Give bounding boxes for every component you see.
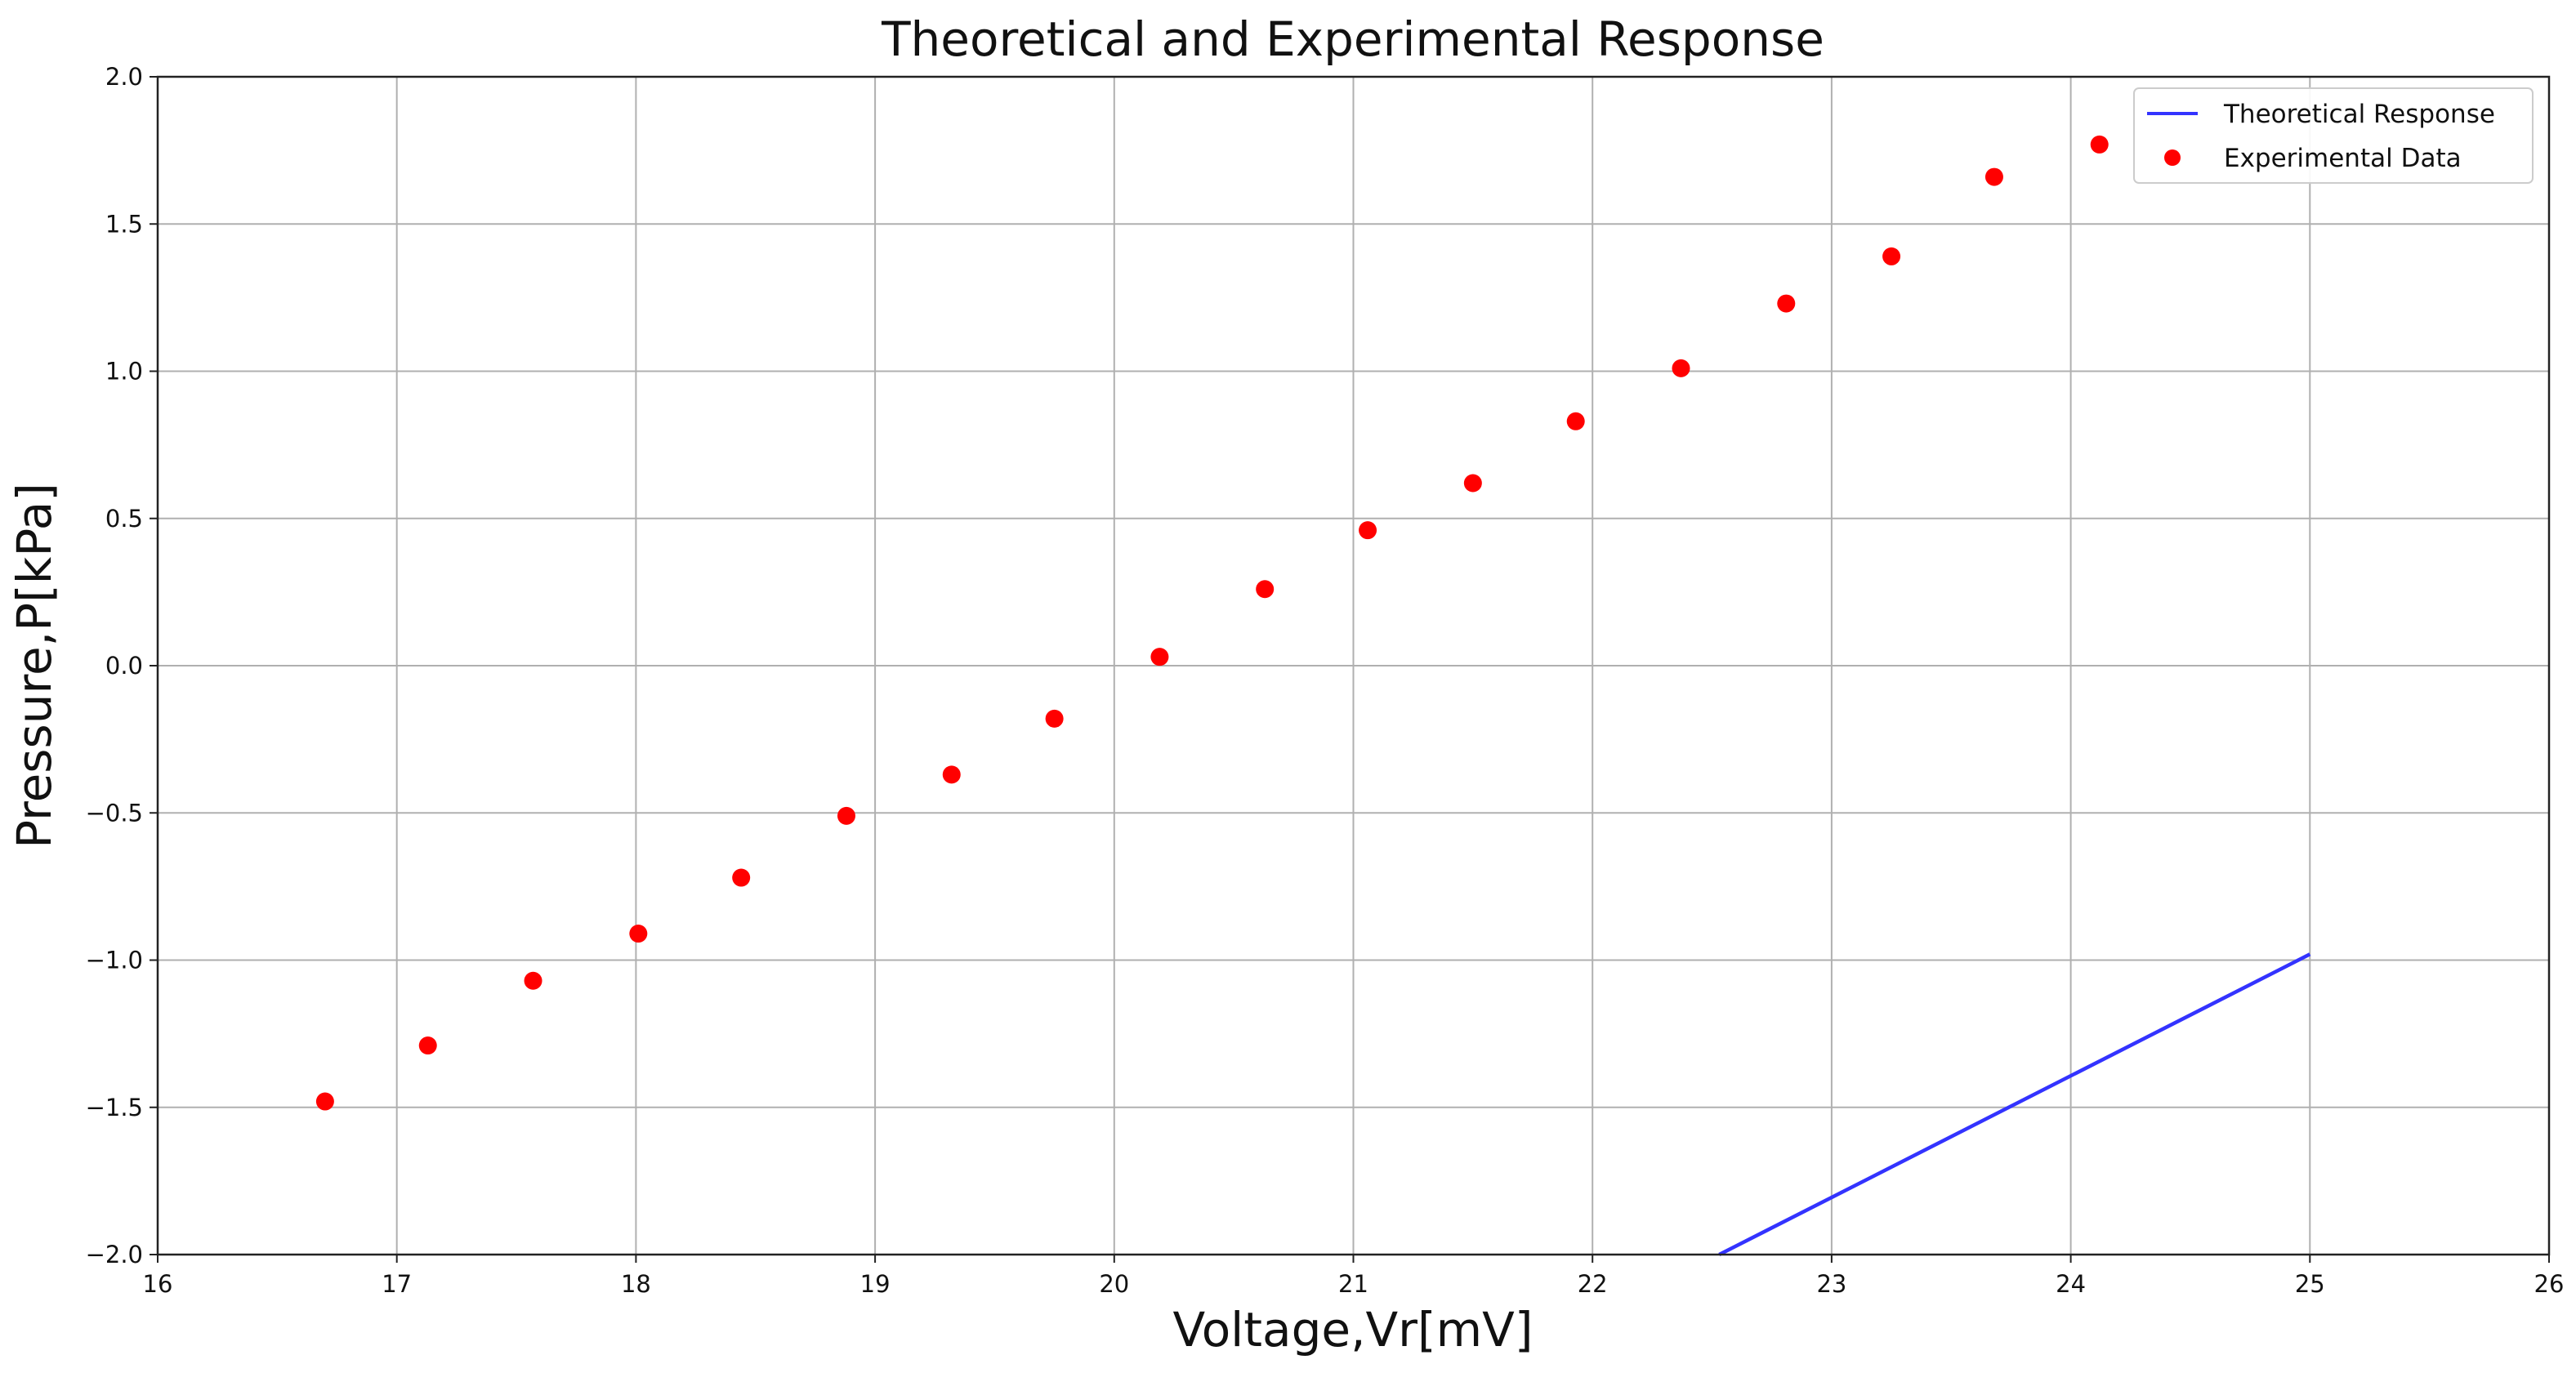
x-tick-label: 16: [143, 1270, 173, 1298]
experimental-data-point: [942, 765, 961, 784]
x-tick-label: 20: [1099, 1270, 1129, 1298]
experimental-data-point: [524, 971, 542, 990]
legend: Theoretical Response Experimental Data: [2133, 87, 2534, 184]
series-layer: [315, 135, 2311, 1257]
y-tick-label: 1.5: [105, 210, 143, 238]
experimental-data-point: [1672, 359, 1690, 377]
experimental-data-point: [315, 1092, 334, 1111]
x-tick-label: 19: [860, 1270, 891, 1298]
x-tick-label: 22: [1578, 1270, 1608, 1298]
x-tick-label: 25: [2295, 1270, 2325, 1298]
x-tick-label: 26: [2534, 1270, 2565, 1298]
theoretical-response-line: [1718, 952, 2311, 1257]
legend-label-theoretical: Theoretical Response: [2223, 100, 2495, 129]
experimental-data-point: [1882, 247, 1901, 265]
experimental-data-point: [732, 868, 751, 887]
experimental-data-point: [1777, 294, 1796, 313]
axis-ticks: 16 17 18 19 20 21 22 23 24 25 26 −2.0 −1.5 −1.0 −0.5 0.…: [86, 63, 2565, 1298]
legend-label-experimental: Experimental Data: [2224, 144, 2462, 173]
y-tick-label: −1.5: [86, 1094, 143, 1121]
chart-title: Theoretical and Experimental Response: [881, 11, 1824, 67]
x-tick-label: 21: [1338, 1270, 1368, 1298]
x-tick-label: 18: [621, 1270, 651, 1298]
experimental-data-point: [2090, 135, 2109, 154]
y-axis-label: Pressure,P[kPa]: [7, 483, 62, 849]
legend-box: [2133, 87, 2534, 184]
experimental-data-point: [1463, 474, 1482, 493]
y-tick-label: −1.0: [86, 947, 143, 974]
x-tick-label: 24: [2056, 1270, 2086, 1298]
y-tick-label: 0.0: [105, 652, 143, 680]
y-tick-label: −0.5: [86, 799, 143, 827]
experimental-data-point: [418, 1036, 437, 1055]
x-tick-label: 23: [1816, 1270, 1846, 1298]
experimental-data-point: [1045, 709, 1064, 728]
experimental-data-point: [1150, 648, 1169, 666]
x-tick-label: 17: [382, 1270, 412, 1298]
x-axis-label: Voltage,Vr[mV]: [1173, 1302, 1534, 1357]
experimental-data-point: [1984, 167, 2003, 186]
y-tick-label: −2.0: [86, 1241, 143, 1268]
experimental-data-point: [629, 925, 648, 943]
experimental-data-point: [1256, 580, 1275, 599]
legend-marker-swatch: [2164, 149, 2181, 166]
experimental-data-point: [837, 806, 855, 825]
y-tick-label: 0.5: [105, 505, 143, 533]
experimental-data-point: [1566, 412, 1585, 430]
y-tick-label: 2.0: [105, 63, 143, 91]
experimental-data-point: [1359, 521, 1377, 540]
y-tick-label: 1.0: [105, 358, 143, 386]
